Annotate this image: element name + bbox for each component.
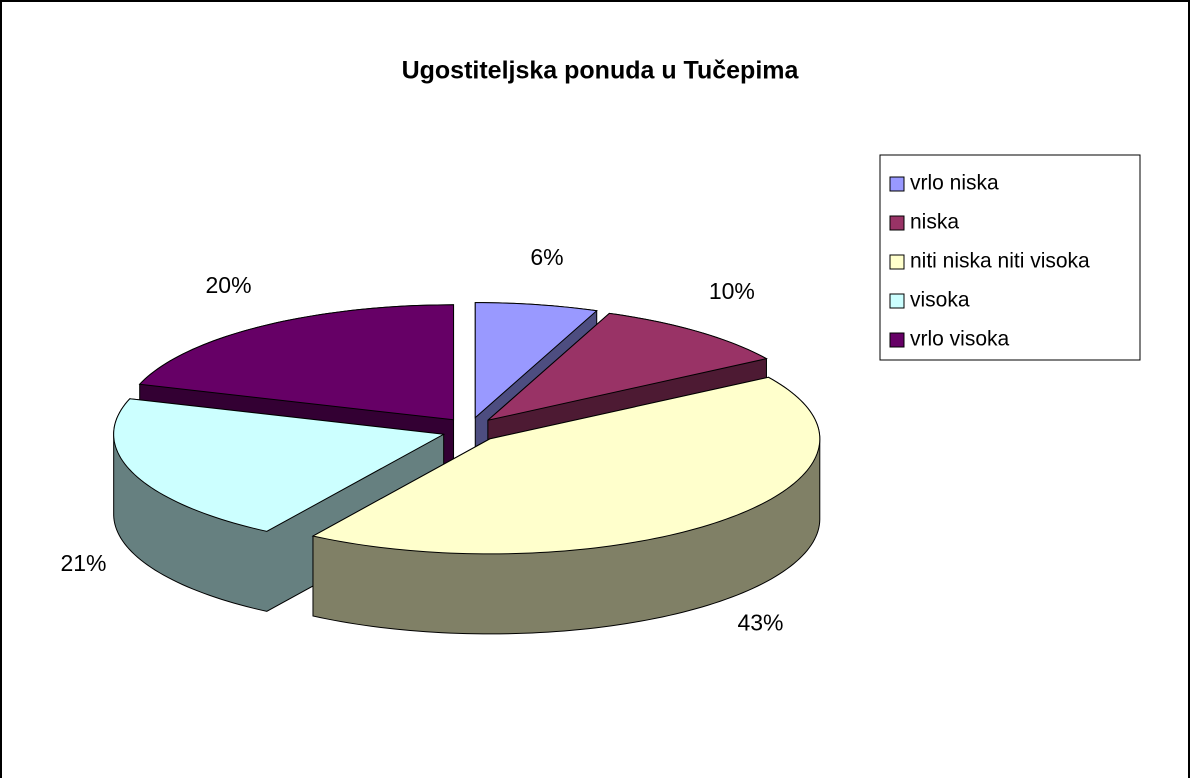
legend-swatch <box>889 176 905 192</box>
legend-swatch <box>889 293 905 309</box>
legend-label: vrlo niska <box>910 172 999 195</box>
chart-title: Ugostiteljska ponuda u Tučepima <box>402 57 800 85</box>
data-label: 20% <box>206 272 252 298</box>
slice <box>487 312 768 421</box>
data-label: 21% <box>60 550 106 576</box>
data-label: 43% <box>737 610 783 636</box>
legend-label: vrlo visoka <box>910 328 1010 351</box>
slice <box>138 304 455 421</box>
legend-label: niti niska niti visoka <box>910 250 1090 273</box>
legend-label: visoka <box>910 289 970 312</box>
legend-box <box>879 154 1141 361</box>
slice <box>311 376 821 555</box>
legend-label: niska <box>910 211 959 234</box>
legend-swatch <box>889 254 905 270</box>
legend-swatch <box>889 215 905 231</box>
legend-swatch <box>889 332 905 348</box>
slice <box>474 302 598 419</box>
data-label: 6% <box>530 244 563 270</box>
slice <box>113 398 446 532</box>
data-label: 10% <box>709 278 755 304</box>
